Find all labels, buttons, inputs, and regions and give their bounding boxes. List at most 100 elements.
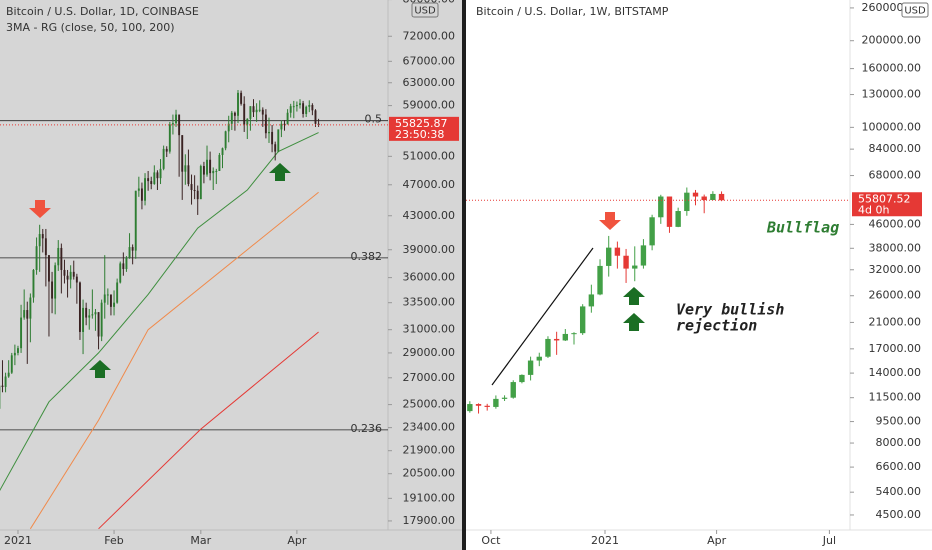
chart-title: Bitcoin / U.S. Dollar, 1D, COINBASE bbox=[6, 5, 199, 18]
candle-body bbox=[510, 382, 516, 398]
moving-average bbox=[98, 331, 319, 530]
candle-body bbox=[178, 114, 181, 136]
right-plot bbox=[466, 187, 850, 414]
candle-body bbox=[588, 294, 595, 307]
candle-body bbox=[153, 172, 156, 185]
candle-body bbox=[252, 106, 255, 113]
candle-body bbox=[206, 159, 208, 175]
candle-body bbox=[519, 374, 525, 383]
y-tick-label: 4500.00 bbox=[876, 508, 922, 521]
candle-body bbox=[51, 281, 54, 299]
candle-body bbox=[131, 247, 134, 251]
candle-body bbox=[187, 165, 190, 185]
candle-body bbox=[640, 245, 647, 266]
candle-body bbox=[137, 188, 140, 191]
candle-body bbox=[171, 123, 174, 125]
candle-body bbox=[17, 348, 19, 353]
candle-body bbox=[20, 317, 23, 349]
left-plot: 0.5 0.382 0.236 bbox=[0, 90, 388, 530]
y-tick-label: 21000.00 bbox=[869, 315, 922, 328]
down-arrow bbox=[599, 212, 621, 230]
candle-body bbox=[658, 196, 664, 218]
fib-level-label: 0.5 bbox=[365, 113, 383, 126]
candle-body bbox=[246, 118, 249, 125]
candle-body bbox=[119, 263, 122, 283]
last-price-box bbox=[389, 116, 459, 141]
candle-body bbox=[199, 166, 202, 200]
chart-title: Bitcoin / U.S. Dollar, 1W, BITSTAMP bbox=[476, 5, 669, 18]
candle-body bbox=[100, 302, 103, 337]
y-tick-label: 43000.00 bbox=[403, 209, 456, 222]
candle-body bbox=[75, 276, 78, 283]
y-tick-label: 26000.00 bbox=[869, 289, 922, 302]
candle-body bbox=[484, 405, 490, 407]
last-price-box bbox=[852, 192, 922, 217]
countdown-label: 23:50:38 bbox=[395, 128, 444, 141]
candle-body bbox=[193, 190, 196, 192]
y-tick-label: 20500.00 bbox=[403, 467, 456, 480]
panel-divider bbox=[462, 0, 466, 550]
fib-level-label: 0.382 bbox=[351, 250, 383, 263]
candle-body bbox=[168, 124, 171, 152]
x-tick-label: Feb bbox=[104, 534, 123, 547]
candle-body bbox=[103, 294, 106, 303]
candle-body bbox=[106, 294, 109, 296]
candle-body bbox=[255, 109, 258, 113]
currency-label: USD bbox=[414, 6, 436, 17]
y-tick-label: 14000.00 bbox=[869, 366, 922, 379]
candle-body bbox=[184, 165, 187, 172]
candle-body bbox=[295, 105, 298, 107]
candle-body bbox=[249, 106, 252, 119]
annotation: rejection bbox=[676, 317, 757, 335]
candle-body bbox=[258, 109, 261, 111]
candle-body bbox=[32, 269, 35, 298]
moving-average bbox=[0, 132, 319, 492]
axes: 17900.00 19100.00 20500.00 21900.00 23400.00… bbox=[4, 0, 929, 547]
countdown-label: 4d 0h bbox=[858, 203, 889, 216]
candle-body bbox=[562, 333, 569, 341]
y-tick-label: 23400.00 bbox=[403, 421, 456, 434]
candle-body bbox=[66, 275, 69, 280]
y-tick-label: 17900.00 bbox=[403, 514, 456, 527]
candle-body bbox=[63, 269, 66, 276]
candle-body bbox=[240, 92, 243, 104]
candle-body bbox=[215, 170, 218, 172]
candle-body bbox=[684, 192, 690, 212]
candle-body bbox=[649, 217, 655, 246]
candle-body bbox=[224, 131, 227, 149]
candle-body bbox=[632, 265, 638, 269]
candle-body bbox=[553, 338, 560, 341]
y-tick-label: 63000.00 bbox=[403, 76, 456, 89]
candle-body bbox=[467, 404, 473, 412]
candle-body bbox=[156, 172, 159, 179]
x-tick-label: Apr bbox=[707, 534, 727, 547]
candle-body bbox=[134, 190, 137, 251]
y-tick-label: 9500.00 bbox=[876, 415, 922, 428]
candle-body bbox=[38, 234, 41, 247]
candle-body bbox=[286, 112, 289, 125]
x-tick-label: Jul bbox=[822, 534, 836, 547]
candle-body bbox=[274, 144, 277, 152]
candle-body bbox=[597, 265, 603, 295]
candle-body bbox=[29, 297, 32, 319]
candle-body bbox=[35, 246, 38, 270]
y-tick-label: 100000.00 bbox=[862, 120, 922, 133]
up-arrow bbox=[269, 163, 291, 181]
candle-body bbox=[13, 352, 16, 356]
candle-body bbox=[710, 193, 716, 201]
x-tick-label: 2021 bbox=[591, 534, 619, 547]
candle-body bbox=[527, 360, 534, 375]
x-tick-label: Apr bbox=[287, 534, 307, 547]
y-tick-label: 33500.00 bbox=[403, 296, 456, 309]
candle-body bbox=[623, 255, 629, 269]
y-tick-label: 19100.00 bbox=[403, 491, 456, 504]
currency-label: USD bbox=[904, 6, 926, 17]
candle-body bbox=[299, 103, 301, 106]
candle-body bbox=[545, 338, 551, 357]
y-tick-label: 32000.00 bbox=[869, 263, 922, 276]
candle-body bbox=[97, 312, 100, 337]
candle-body bbox=[230, 112, 233, 124]
y-tick-label: 59000.00 bbox=[403, 99, 456, 112]
candle-body bbox=[116, 282, 119, 303]
